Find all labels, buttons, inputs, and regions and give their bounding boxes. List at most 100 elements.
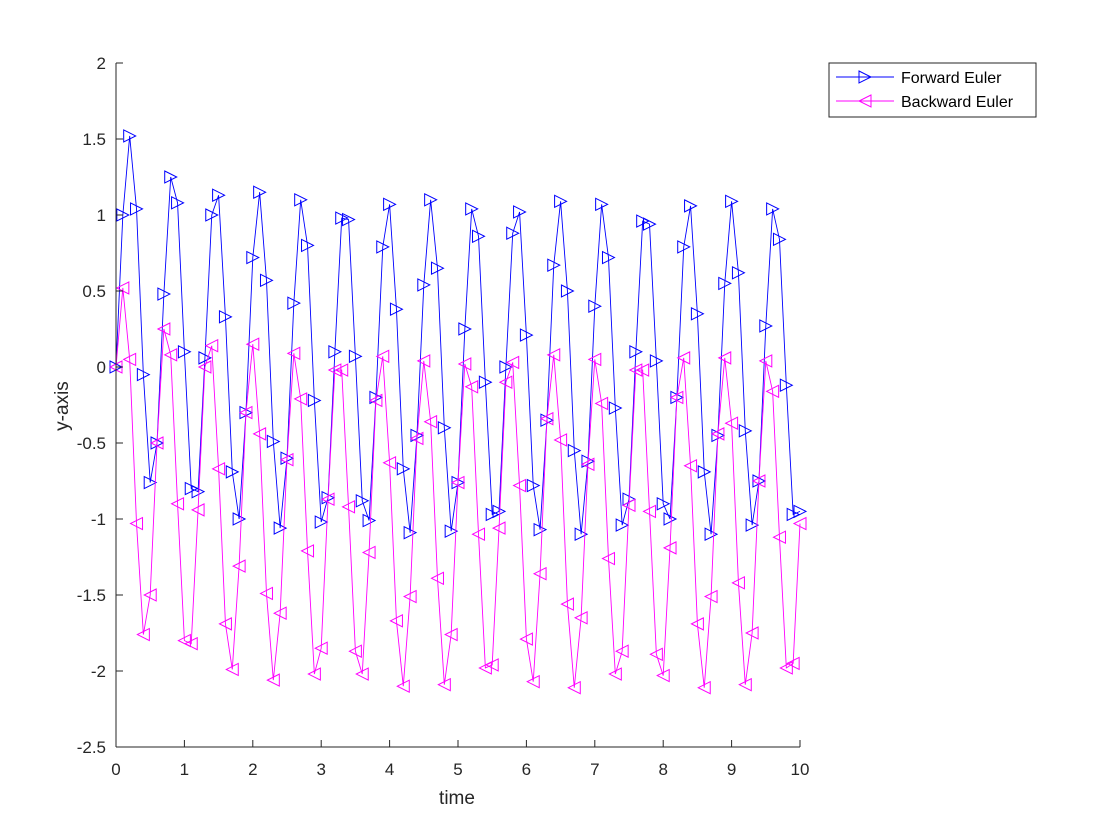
data-point: [793, 504, 808, 519]
data-point: [342, 212, 356, 227]
data-point: [300, 544, 315, 558]
x-tick-label: 5: [453, 760, 462, 779]
data-point: [485, 507, 500, 522]
data-point: [184, 481, 199, 496]
data-point: [171, 196, 185, 210]
data-point: [533, 522, 548, 537]
data-point: [403, 589, 417, 604]
data-point: [136, 367, 151, 382]
data-point: [505, 355, 520, 370]
y-tick-label: 0: [97, 358, 106, 377]
x-axis: 0 1 2 3 4 5 6 7 8 9 10: [111, 740, 809, 779]
data-point: [786, 656, 800, 671]
data-point: [574, 527, 589, 542]
data-point: [710, 427, 725, 441]
data-point: [560, 597, 574, 611]
data-point: [190, 503, 205, 517]
data-point: [574, 610, 588, 625]
data-point: [348, 349, 363, 364]
data-point: [492, 504, 507, 519]
data-point: [636, 214, 650, 228]
data-point: [355, 667, 369, 681]
data-point: [218, 310, 233, 324]
x-tick-label: 2: [248, 760, 257, 779]
data-point: [526, 478, 541, 493]
data-point: [601, 551, 615, 566]
y-tick-label: -0.5: [77, 434, 106, 453]
data-point: [656, 496, 671, 511]
legend-box: [828, 62, 1037, 118]
data-point: [772, 232, 787, 247]
data-point: [218, 617, 232, 631]
y-tick-label: -1: [91, 510, 106, 529]
x-tick-label: 6: [522, 760, 531, 779]
data-point: [341, 500, 356, 514]
data-point: [143, 588, 157, 602]
data-point: [246, 250, 260, 265]
data-point: [416, 354, 431, 368]
data-point: [382, 455, 397, 470]
data-point: [745, 626, 759, 640]
data-point: [704, 527, 719, 542]
data-point: [519, 328, 534, 342]
data-point: [683, 458, 698, 473]
data-point: [444, 524, 459, 538]
data-point: [212, 188, 226, 203]
data-point: [259, 586, 273, 601]
legend-item: Backward Euler: [836, 94, 1014, 111]
data-point: [307, 393, 322, 408]
data-point: [198, 351, 213, 365]
y-axis-label: y-axis: [52, 381, 73, 431]
data-point: [471, 527, 486, 542]
data-point: [403, 525, 418, 540]
data-point: [513, 205, 527, 219]
data-point: [245, 337, 260, 352]
data-point: [361, 545, 376, 560]
data-point: [587, 352, 602, 367]
data-point: [615, 518, 630, 532]
data-point: [615, 644, 629, 659]
data-point: [567, 680, 581, 695]
x-tick-label: 3: [316, 760, 325, 779]
data-point: [450, 475, 465, 490]
data-point: [465, 202, 479, 216]
data-point: [259, 273, 274, 288]
data-point: [232, 512, 247, 526]
data-point: [697, 465, 712, 479]
data-point: [567, 443, 582, 458]
data-point: [396, 679, 410, 694]
data-point: [649, 354, 664, 368]
data-point: [588, 299, 602, 314]
data-point: [656, 668, 670, 683]
data-point: [437, 420, 452, 435]
data-point: [389, 302, 404, 317]
data-point: [703, 589, 718, 604]
data-point: [328, 344, 342, 359]
data-point: [375, 349, 390, 364]
y-tick-label: -1.5: [77, 586, 106, 605]
data-point: [191, 484, 206, 499]
data-point: [279, 452, 294, 467]
y-tick-label: -2: [91, 662, 106, 681]
data-point: [130, 202, 144, 216]
data-point: [676, 351, 691, 365]
data-point: [498, 375, 513, 390]
data-point: [170, 496, 185, 511]
data-point: [532, 566, 547, 581]
data-point: [314, 641, 328, 656]
x-axis-label: time: [439, 788, 475, 809]
data-point: [553, 433, 568, 447]
data-point: [430, 261, 445, 276]
data-point: [506, 226, 520, 241]
data-point: [129, 516, 144, 531]
data-point: [472, 229, 486, 244]
x-tick-label: 0: [111, 760, 120, 779]
data-point: [286, 346, 301, 361]
data-point: [580, 457, 595, 472]
data-point: [560, 284, 575, 298]
data-point: [314, 515, 329, 529]
data-point: [327, 363, 342, 377]
x-tick-label: 4: [385, 760, 394, 779]
data-point: [293, 392, 308, 406]
